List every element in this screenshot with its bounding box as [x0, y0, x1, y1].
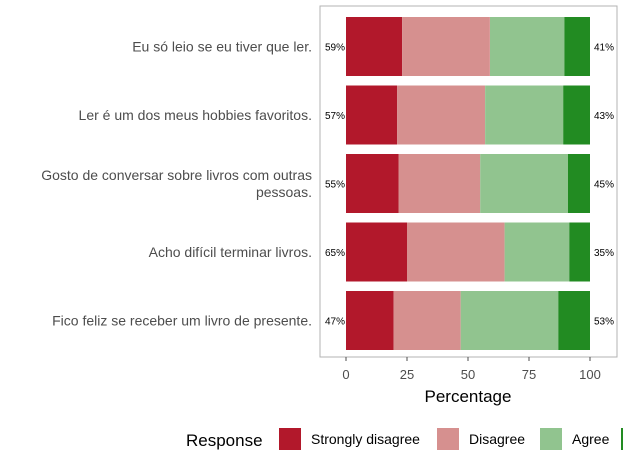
category-label-row1: Eu só leio se eu tiver que ler.	[132, 39, 312, 55]
bar-segment-row3-series1	[346, 154, 399, 213]
percent-labels: 59% 41% 57% 43% 55% 45% 65% 35% 47% 53%	[325, 43, 614, 328]
x-axis: 0 25 50 75 100	[342, 357, 601, 382]
x-tick-label-0: 0	[342, 367, 349, 382]
right-percent-label-row2: 43%	[594, 111, 614, 122]
bar-segment-row2-series2	[397, 85, 485, 145]
bar-segment-row3-series2	[398, 154, 481, 213]
legend-label-series2: Disagree	[469, 431, 525, 447]
x-axis-title: Percentage	[425, 387, 512, 406]
bar-segment-row3-series3	[480, 154, 568, 213]
left-percent-label-row1: 59%	[325, 43, 345, 54]
x-tick-label-25: 25	[400, 367, 414, 382]
category-labels: Eu só leio se eu tiver que ler. Ler é um …	[41, 39, 312, 329]
x-tick-label-50: 50	[461, 367, 475, 382]
left-percent-label-row3: 55%	[325, 180, 345, 191]
left-percent-label-row2: 57%	[325, 111, 345, 122]
bar-segment-row4-series3	[504, 222, 570, 282]
bar-segment-row5-series2	[393, 291, 461, 350]
bar-segment-row1-series1	[346, 17, 403, 76]
legend-key-series1	[279, 428, 301, 450]
bar-segment-row2-series1	[346, 85, 398, 145]
bar-segment-row5-series3	[460, 291, 559, 350]
bar-segment-row1-series4	[564, 17, 590, 76]
bar-segment-row1-series3	[490, 17, 565, 76]
x-tick-label-75: 75	[522, 367, 536, 382]
right-percent-label-row1: 41%	[594, 43, 614, 54]
x-tick-label-100: 100	[579, 367, 601, 382]
category-label-row3-line2: pessoas.	[256, 184, 312, 200]
bar-segment-row4-series2	[407, 222, 505, 282]
left-percent-label-row4: 65%	[325, 248, 345, 259]
category-label-row5: Fico feliz se receber um livro de presen…	[52, 313, 312, 329]
right-percent-label-row5: 53%	[594, 317, 614, 328]
legend-key-series4	[621, 428, 623, 450]
legend: Response Strongly disagreeDisagreeAgreeS…	[186, 428, 623, 450]
category-label-row2: Ler é um dos meus hobbies favoritos.	[79, 107, 312, 123]
bar-segment-row2-series3	[485, 85, 564, 145]
bar-segment-row3-series4	[568, 154, 590, 213]
bar-segment-row5-series4	[558, 291, 590, 350]
bar-segment-row4-series1	[346, 222, 407, 282]
bar-segment-row5-series1	[346, 291, 394, 350]
right-percent-label-row3: 45%	[594, 180, 614, 191]
legend-label-series3: Agree	[572, 431, 610, 447]
legend-title: Response	[186, 431, 263, 450]
bar-segment-row1-series2	[402, 17, 490, 76]
legend-key-series3	[540, 428, 562, 450]
bars-layer	[346, 17, 590, 350]
bar-segment-row2-series4	[563, 85, 590, 145]
legend-key-series2	[437, 428, 459, 450]
category-label-row4: Acho difícil terminar livros.	[149, 244, 312, 260]
left-percent-label-row5: 47%	[325, 317, 345, 328]
bar-segment-row4-series4	[569, 222, 590, 282]
legend-label-series1: Strongly disagree	[311, 431, 420, 447]
category-label-row3-line1: Gosto de conversar sobre livros com outr…	[41, 167, 312, 183]
right-percent-label-row4: 35%	[594, 248, 614, 259]
